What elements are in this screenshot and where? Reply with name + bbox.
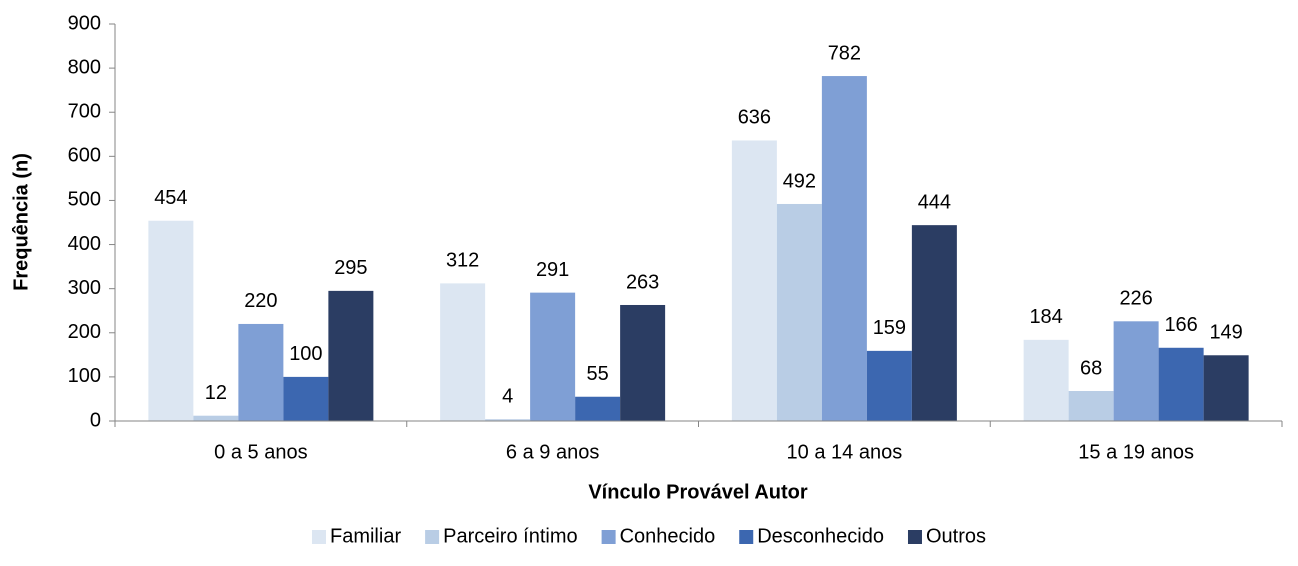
legend-label: Outros bbox=[926, 525, 986, 547]
legend-swatch bbox=[739, 530, 754, 544]
bar bbox=[731, 140, 777, 421]
y-tick-label: 800 bbox=[68, 56, 101, 78]
data-label: 454 bbox=[154, 187, 187, 209]
data-label: 312 bbox=[446, 250, 479, 272]
bar bbox=[283, 376, 329, 421]
data-label: 291 bbox=[536, 259, 569, 281]
bar bbox=[1158, 347, 1204, 421]
data-label: 226 bbox=[1119, 288, 1152, 310]
data-label: 220 bbox=[244, 290, 277, 312]
bar bbox=[821, 76, 867, 421]
data-label: 184 bbox=[1029, 306, 1062, 328]
data-label: 12 bbox=[205, 382, 227, 404]
bar bbox=[193, 415, 239, 421]
data-label: 159 bbox=[873, 317, 906, 339]
y-tick-label: 200 bbox=[68, 321, 101, 343]
bar bbox=[1068, 391, 1114, 421]
data-label: 444 bbox=[918, 191, 951, 213]
legend-label: Parceiro íntimo bbox=[443, 525, 578, 547]
legend-label: Conhecido bbox=[620, 525, 716, 547]
bar bbox=[1023, 339, 1069, 421]
y-tick-label: 400 bbox=[68, 233, 101, 255]
data-label: 295 bbox=[334, 257, 367, 279]
y-tick-label: 700 bbox=[68, 101, 101, 123]
data-label: 782 bbox=[828, 42, 861, 64]
bar bbox=[620, 304, 666, 421]
y-tick-label: 100 bbox=[68, 365, 101, 387]
y-tick-label: 900 bbox=[68, 12, 101, 34]
data-label: 636 bbox=[738, 107, 771, 129]
y-tick-label: 500 bbox=[68, 189, 101, 211]
bar bbox=[485, 419, 531, 421]
y-axis-title: Frequência (n) bbox=[10, 153, 32, 291]
bar bbox=[866, 350, 912, 421]
legend-swatch bbox=[425, 530, 440, 544]
bar bbox=[238, 323, 284, 421]
bar bbox=[440, 283, 486, 421]
y-tick-label: 600 bbox=[68, 145, 101, 167]
legend-swatch bbox=[601, 530, 616, 544]
y-tick-label: 300 bbox=[68, 277, 101, 299]
data-label: 492 bbox=[783, 170, 816, 192]
data-label: 4 bbox=[502, 386, 513, 408]
legend-swatch bbox=[907, 530, 922, 544]
data-label: 263 bbox=[626, 271, 659, 293]
legend-swatch bbox=[311, 530, 326, 544]
data-label: 55 bbox=[587, 363, 609, 385]
bar bbox=[575, 396, 621, 421]
legend-label: Familiar bbox=[330, 525, 401, 547]
y-tick-label: 0 bbox=[90, 409, 101, 431]
bar bbox=[1203, 355, 1249, 421]
x-tick-label: 10 a 14 anos bbox=[787, 441, 903, 463]
x-tick-label: 0 a 5 anos bbox=[214, 441, 307, 463]
bar bbox=[911, 225, 957, 421]
bar bbox=[530, 292, 576, 421]
data-label: 68 bbox=[1080, 357, 1102, 379]
legend-label: Desconhecido bbox=[757, 525, 884, 547]
x-tick-label: 6 a 9 anos bbox=[506, 441, 599, 463]
bar bbox=[148, 220, 194, 421]
data-label: 100 bbox=[289, 343, 322, 365]
bar bbox=[1113, 321, 1159, 421]
bar bbox=[328, 290, 374, 421]
data-label: 166 bbox=[1164, 314, 1197, 336]
data-label: 149 bbox=[1209, 322, 1242, 344]
x-tick-label: 15 a 19 anos bbox=[1078, 441, 1194, 463]
bar bbox=[776, 203, 822, 421]
x-axis-title: Vínculo Provável Autor bbox=[588, 481, 808, 503]
